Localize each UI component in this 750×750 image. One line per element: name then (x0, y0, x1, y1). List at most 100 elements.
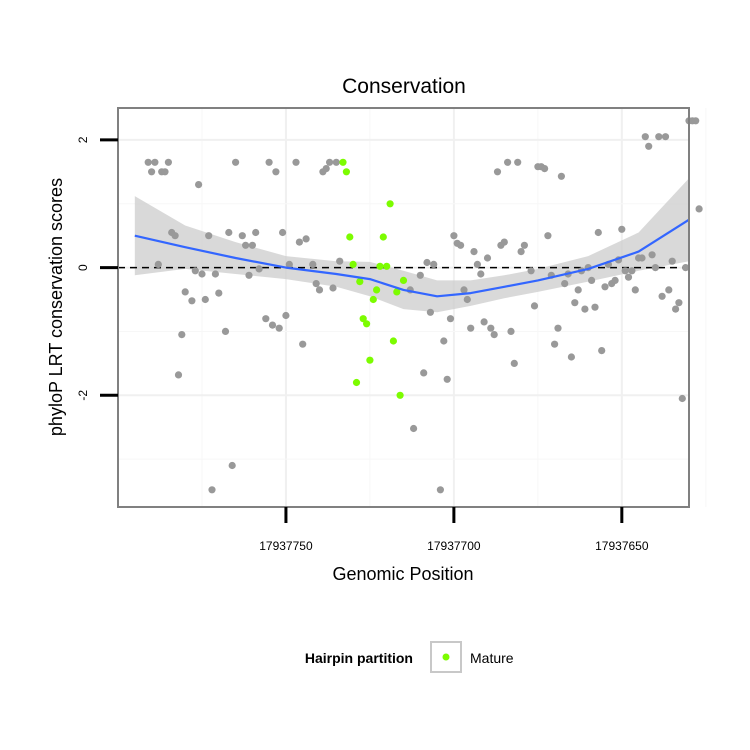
mature-point-6 (359, 315, 367, 323)
point-127 (668, 257, 676, 265)
point-62 (446, 315, 455, 323)
point-2 (148, 168, 156, 176)
point-107 (601, 283, 609, 291)
point-14 (195, 181, 203, 189)
point-11 (178, 331, 186, 339)
mature-point-12 (379, 233, 387, 241)
point-95 (561, 280, 569, 288)
point-71 (477, 270, 485, 278)
point-47 (322, 165, 330, 173)
point-49 (329, 284, 337, 292)
point-19 (211, 270, 219, 278)
point-130 (678, 394, 686, 403)
mature-point-4 (352, 378, 361, 387)
x-axis: 17937750 17937700 17937650 (259, 507, 649, 553)
point-118 (638, 254, 646, 262)
point-6 (154, 260, 162, 268)
legend-title: Hairpin partition (305, 650, 413, 666)
mature-point-7 (363, 320, 371, 328)
point-94 (557, 172, 566, 180)
point-50 (332, 158, 340, 166)
point-81 (510, 359, 518, 367)
mature-point-8 (366, 356, 374, 364)
point-56 (423, 258, 431, 267)
point-59 (436, 486, 444, 494)
mature-point-14 (386, 200, 394, 208)
point-26 (242, 241, 250, 249)
point-9 (181, 288, 189, 296)
plot-frame (117, 107, 690, 508)
point-4 (161, 168, 169, 176)
point-74 (487, 324, 495, 332)
point-114 (624, 273, 633, 281)
point-58 (430, 260, 438, 268)
point-76 (493, 168, 502, 176)
point-61 (443, 375, 451, 383)
point-128 (672, 305, 680, 313)
point-105 (594, 228, 602, 237)
mature-point-2 (346, 233, 354, 241)
point-75 (490, 331, 498, 339)
point-16 (201, 295, 209, 304)
point-65 (457, 241, 465, 249)
y-axis: 2 0 -2 (76, 136, 118, 401)
point-78 (500, 238, 508, 246)
point-25 (238, 232, 246, 240)
point-32 (265, 158, 273, 166)
point-85 (527, 267, 535, 275)
point-37 (282, 311, 290, 320)
point-23 (232, 158, 240, 166)
point-44 (312, 280, 320, 288)
point-115 (628, 267, 636, 275)
point-60 (440, 337, 448, 345)
point-28 (248, 241, 256, 249)
point-45 (315, 286, 324, 294)
point-10 (174, 371, 183, 379)
point-110 (611, 276, 619, 284)
mature-point-9 (369, 295, 377, 304)
mature-point-15 (389, 337, 397, 345)
point-38 (285, 260, 293, 268)
point-54 (416, 271, 424, 279)
point-69 (470, 248, 478, 256)
point-92 (551, 340, 559, 348)
mature-point-10 (373, 286, 381, 294)
x-tick-label-2: 17937650 (595, 539, 649, 553)
point-24 (225, 228, 233, 237)
point-66 (460, 286, 468, 294)
point-89 (541, 165, 549, 173)
point-53 (410, 424, 418, 433)
point-39 (292, 158, 300, 166)
point-80 (507, 327, 515, 335)
point-55 (420, 369, 428, 377)
point-112 (618, 225, 626, 233)
point-70 (473, 260, 481, 268)
point-125 (661, 133, 670, 141)
point-0 (144, 158, 152, 166)
point-63 (450, 232, 458, 240)
point-93 (554, 324, 562, 332)
point-101 (581, 305, 589, 313)
point-13 (191, 267, 199, 275)
mature-point-11 (376, 262, 384, 270)
mature-point-3 (349, 260, 357, 268)
point-40 (295, 238, 303, 246)
point-98 (571, 299, 579, 307)
point-18 (208, 486, 216, 494)
point-97 (567, 353, 576, 361)
point-15 (198, 270, 206, 278)
point-34 (272, 168, 280, 176)
legend: Hairpin partition Mature (305, 641, 514, 673)
point-120 (645, 142, 653, 150)
point-82 (514, 158, 522, 166)
point-21 (221, 327, 230, 335)
point-68 (467, 324, 475, 332)
point-31 (262, 315, 270, 323)
mature-point-17 (396, 391, 404, 399)
point-116 (631, 286, 639, 294)
x-axis-title: Genomic Position (332, 564, 473, 584)
smooth-line (134, 218, 690, 298)
y-axis-title: phyloP LRT conservation scores (46, 178, 66, 436)
point-134 (692, 117, 700, 125)
